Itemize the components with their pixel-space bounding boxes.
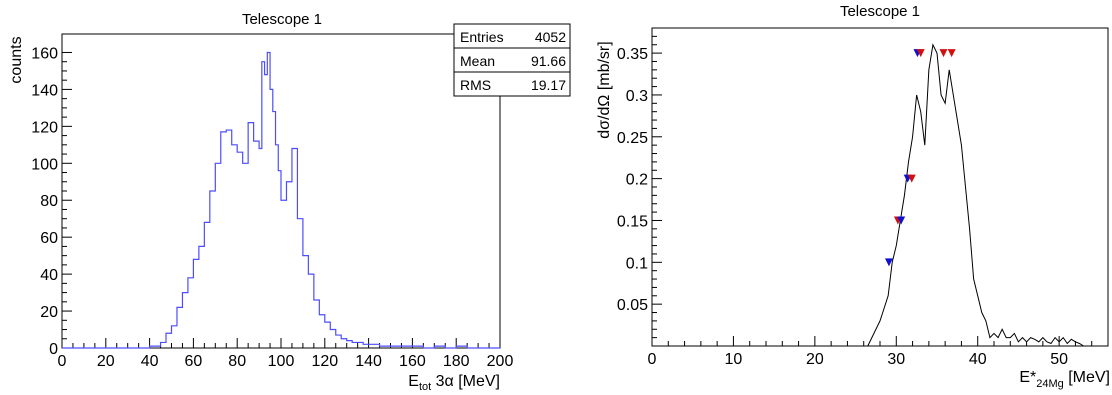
right-x-tick-label: 50 xyxy=(1050,351,1068,368)
right-markers xyxy=(884,49,956,267)
left-x-tick-label: 120 xyxy=(311,353,338,370)
left-x-tick-label: 140 xyxy=(355,353,382,370)
triangle-marker xyxy=(897,216,906,225)
triangle-marker xyxy=(884,258,893,267)
right-y-tick-label: 0.1 xyxy=(626,255,648,272)
left-y-axis: 0 20 40 60 80 100 120 140 160 xyxy=(31,45,72,358)
right-x-tick-label: 40 xyxy=(969,351,987,368)
stats-rms-label: RMS xyxy=(460,77,491,93)
right-cross-section-line xyxy=(867,43,1084,347)
stats-entries-value: 4052 xyxy=(535,29,566,45)
left-x-tick-label: 40 xyxy=(141,353,159,370)
stats-rms-value: 19.17 xyxy=(531,77,566,93)
right-y-axis: 0.05 0.1 0.15 0.2 0.25 0.3 0.35 xyxy=(617,35,662,339)
right-y-tick-label: 0.25 xyxy=(617,130,648,147)
left-x-tick-label: 160 xyxy=(399,353,426,370)
left-y-tick-label: 60 xyxy=(40,230,58,247)
right-x-tick-label: 0 xyxy=(648,351,657,368)
right-y-tick-label: 0.2 xyxy=(626,172,648,189)
left-x-tick-label: 80 xyxy=(228,353,246,370)
left-y-tick-label: 80 xyxy=(40,193,58,210)
right-x-axis: 0 10 20 30 40 50 xyxy=(648,336,1093,368)
left-y-tick-label: 100 xyxy=(31,156,58,173)
left-y-tick-label: 140 xyxy=(31,82,58,99)
left-y-axis-label: counts xyxy=(8,36,25,83)
left-x-axis-label: Etot 3α [MeV] xyxy=(408,373,500,390)
left-panel: Telescope 1 0 20 40 60 80 100 120 140 160 0 20 40 6… xyxy=(8,11,571,393)
right-y-tick-label: 0.05 xyxy=(617,297,648,314)
left-y-tick-label: 0 xyxy=(49,341,58,358)
right-x-axis-label: E*24Mg [MeV] xyxy=(1019,369,1110,390)
stats-box: Entries 4052 Mean 91.66 RMS 19.17 xyxy=(453,23,571,97)
left-x-axis: 0 20 40 60 80 100 120 140 160 180 200 xyxy=(58,338,514,370)
triangle-marker xyxy=(907,174,916,183)
right-y-axis-label: dσ/dΩ [mb/sr] xyxy=(596,41,613,138)
left-x-tick-label: 60 xyxy=(185,353,203,370)
left-histogram-line xyxy=(62,51,500,349)
left-x-tick-label: 200 xyxy=(487,353,514,370)
left-x-tick-label: 0 xyxy=(58,353,67,370)
right-chart-title: Telescope 1 xyxy=(840,3,920,20)
triangle-marker xyxy=(947,49,956,58)
left-x-tick-label: 100 xyxy=(268,353,295,370)
left-y-tick-label: 120 xyxy=(31,119,58,136)
right-x-tick-label: 10 xyxy=(725,351,743,368)
left-y-tick-label: 160 xyxy=(31,45,58,62)
left-x-tick-label: 180 xyxy=(443,353,470,370)
left-x-tick-label: 20 xyxy=(97,353,115,370)
right-panel: Telescope 1 0.05 0.1 0.15 0.2 0.25 0.3 0.35 0 1… xyxy=(596,3,1110,390)
right-x-tick-label: 20 xyxy=(806,351,824,368)
right-plot-frame xyxy=(651,27,1109,347)
stats-mean-label: Mean xyxy=(460,53,495,69)
right-y-tick-label: 0.35 xyxy=(617,46,648,63)
stats-entries-label: Entries xyxy=(460,29,504,45)
triangle-marker xyxy=(916,49,925,58)
right-y-tick-label: 0.3 xyxy=(626,88,648,105)
stats-mean-value: 91.66 xyxy=(531,53,566,69)
left-chart-title: Telescope 1 xyxy=(242,11,322,28)
left-y-tick-label: 40 xyxy=(40,267,58,284)
triangle-marker xyxy=(939,49,948,58)
right-y-tick-label: 0.15 xyxy=(617,213,648,230)
right-x-tick-label: 30 xyxy=(887,351,905,368)
left-y-tick-label: 20 xyxy=(40,304,58,321)
